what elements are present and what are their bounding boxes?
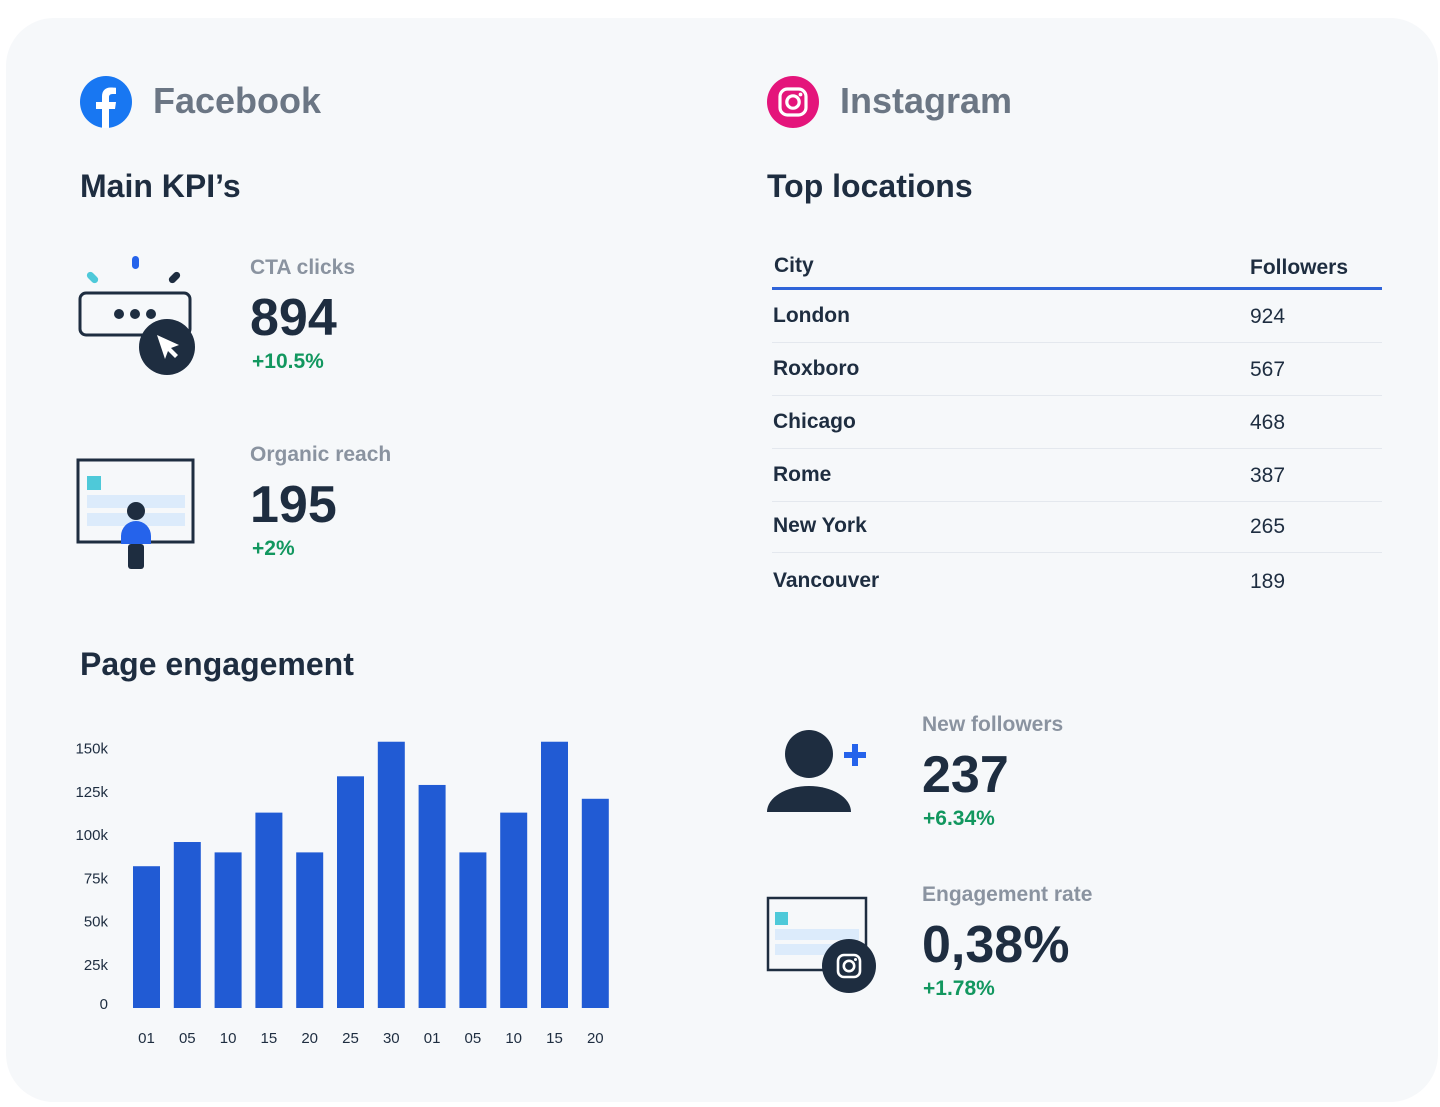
y-tick-label: 25k xyxy=(84,957,109,974)
row-divider xyxy=(772,395,1382,396)
bar xyxy=(377,741,405,1008)
add-user-icon xyxy=(767,730,866,812)
kpi-delta: +6.34% xyxy=(923,807,995,830)
x-tick-label: 25 xyxy=(342,1030,359,1047)
bar xyxy=(459,852,487,1008)
table-cell-followers: 468 xyxy=(1250,411,1286,434)
kpi-label: CTA clicks xyxy=(250,256,356,279)
organic-reach-icon xyxy=(76,458,195,569)
facebook-logo-icon xyxy=(80,76,132,128)
table-cell-city: London xyxy=(773,304,850,327)
top-locations-heading: Top locations xyxy=(767,168,973,204)
y-tick-label: 100k xyxy=(75,827,108,844)
x-tick-label: 01 xyxy=(138,1030,155,1047)
row-divider xyxy=(772,501,1382,502)
kpi-value: 894 xyxy=(250,289,337,347)
x-tick-label: 05 xyxy=(179,1030,196,1047)
kpi-delta: +1.78% xyxy=(923,977,995,1000)
x-tick-label: 10 xyxy=(505,1030,522,1047)
x-tick-label: 20 xyxy=(587,1030,604,1047)
instagram-post-icon xyxy=(766,896,876,993)
x-tick-label: 20 xyxy=(301,1030,318,1047)
kpi-value: 237 xyxy=(922,746,1009,804)
table-cell-followers: 189 xyxy=(1250,570,1286,593)
bar xyxy=(418,784,446,1008)
table-cell-city: Vancouver xyxy=(773,569,880,592)
dashboard-card xyxy=(6,18,1438,1102)
table-cell-followers: 265 xyxy=(1250,515,1286,538)
kpi-delta: +10.5% xyxy=(252,350,324,373)
x-tick-label: 15 xyxy=(546,1030,563,1047)
bar xyxy=(337,776,364,1008)
kpi-label: New followers xyxy=(922,713,1064,736)
bar xyxy=(581,798,609,1008)
table-cell-followers: 924 xyxy=(1250,305,1286,328)
table-cell-followers: 567 xyxy=(1250,358,1286,381)
kpi-value: 0,38% xyxy=(922,916,1070,974)
header-underline xyxy=(772,287,1382,290)
bar xyxy=(500,812,528,1008)
table-cell-city: Rome xyxy=(773,463,832,486)
table-cell-city: New York xyxy=(773,514,867,537)
bar xyxy=(214,852,242,1008)
main-kpis-heading: Main KPI’s xyxy=(80,168,241,204)
instagram-title: Instagram xyxy=(840,80,1013,121)
x-tick-label: 01 xyxy=(424,1030,441,1047)
y-tick-label: 150k xyxy=(75,741,108,758)
page-engagement-chart: 0 25k 50k 75k 100k 125k 150k 01 05 10 15 20 25 30 01 05… xyxy=(75,741,609,1047)
bar xyxy=(296,852,324,1008)
kpi-value: 195 xyxy=(250,476,337,534)
page-engagement-heading: Page engagement xyxy=(80,646,354,682)
table-cell-followers: 387 xyxy=(1250,464,1286,487)
row-divider xyxy=(772,448,1382,449)
bar xyxy=(173,842,201,1008)
bar xyxy=(541,741,568,1008)
column-header-city: City xyxy=(774,254,814,277)
y-tick-label: 0 xyxy=(100,996,108,1013)
kpi-label: Engagement rate xyxy=(922,883,1093,906)
table-cell-city: Chicago xyxy=(773,410,856,433)
instagram-logo-icon xyxy=(767,76,819,128)
x-tick-label: 30 xyxy=(383,1030,400,1047)
facebook-title: Facebook xyxy=(153,80,322,121)
y-tick-label: 50k xyxy=(84,914,109,931)
y-tick-label: 75k xyxy=(84,870,109,887)
y-tick-label: 125k xyxy=(75,784,108,801)
x-tick-label: 15 xyxy=(261,1030,278,1047)
x-tick-label: 10 xyxy=(220,1030,237,1047)
kpi-label: Organic reach xyxy=(250,443,392,466)
x-tick-label: 05 xyxy=(465,1030,482,1047)
table-cell-city: Roxboro xyxy=(773,357,860,380)
bar xyxy=(133,866,160,1008)
column-header-followers: Followers xyxy=(1250,256,1349,279)
row-divider xyxy=(772,342,1382,343)
row-divider xyxy=(772,552,1382,553)
bar xyxy=(255,812,283,1008)
kpi-delta: +2% xyxy=(252,537,295,560)
cta-click-icon xyxy=(78,256,195,375)
